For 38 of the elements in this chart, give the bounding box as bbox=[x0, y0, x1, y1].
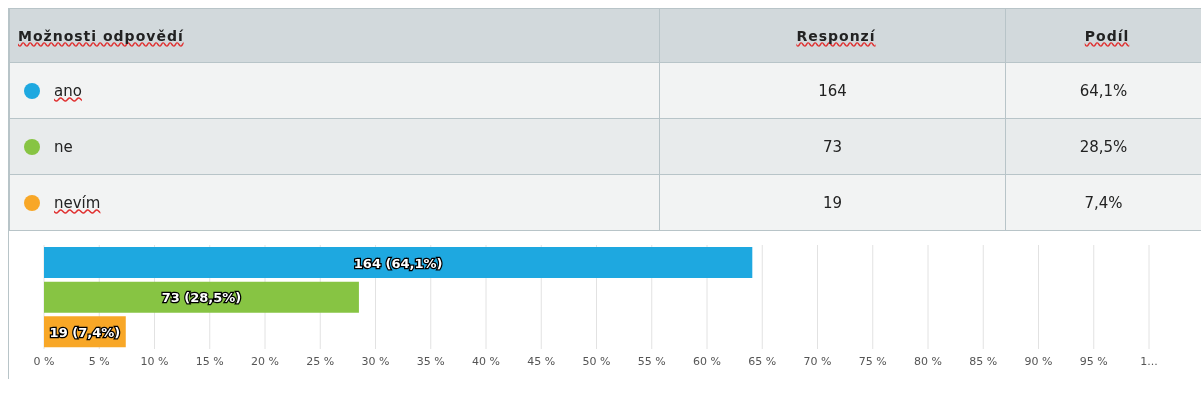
x-tick-label: 60 % bbox=[693, 354, 721, 368]
x-tick-label: 70 % bbox=[803, 354, 832, 368]
data-label: 164 (64,1%) bbox=[353, 255, 443, 271]
x-tick-label: 45 % bbox=[527, 354, 556, 368]
x-tick-label: 80 % bbox=[914, 354, 942, 368]
x-tick-label: 30 % bbox=[361, 354, 390, 368]
text: 73 bbox=[659, 118, 1006, 175]
x-tick-label: 65 % bbox=[748, 354, 777, 368]
text: 164 bbox=[659, 62, 1006, 119]
x-tick-label: 55 % bbox=[637, 354, 666, 368]
text: 7,4% bbox=[1005, 174, 1201, 231]
x-tick-label: 15 % bbox=[195, 354, 224, 368]
x-tick-label: 75 % bbox=[858, 354, 887, 368]
text: ano bbox=[54, 81, 82, 100]
x-tick-label: 90 % bbox=[1024, 354, 1053, 368]
x-tick-label: 5 % bbox=[88, 354, 110, 368]
data-label: 73 (28,5%) bbox=[161, 290, 242, 306]
text: Možnosti odpovědí bbox=[18, 27, 184, 44]
x-tick-label: 50 % bbox=[582, 354, 611, 368]
text: Podíl bbox=[1084, 27, 1130, 44]
x-tick-label: 35 % bbox=[416, 354, 445, 368]
bar bbox=[44, 281, 359, 313]
x-tick-label: 10 % bbox=[140, 354, 169, 368]
data-label: 19 (7,4%) bbox=[49, 324, 121, 340]
x-tick-label: 25 % bbox=[306, 354, 335, 368]
x-tick-label: 85 % bbox=[969, 354, 998, 368]
x-tick-label: 20 % bbox=[251, 354, 279, 368]
x-tick-label: 40 % bbox=[472, 354, 500, 368]
text: ne bbox=[54, 137, 73, 156]
x-tick-label: 1... bbox=[1140, 354, 1158, 368]
text: 19 bbox=[659, 174, 1006, 231]
text: 28,5% bbox=[1005, 118, 1201, 175]
text: Responzí bbox=[796, 27, 876, 44]
bar bbox=[44, 247, 753, 278]
text: nevím bbox=[54, 193, 101, 212]
x-tick-label: 95 % bbox=[1079, 354, 1108, 368]
text: 64,1% bbox=[1005, 62, 1201, 119]
x-tick-label: 0 % bbox=[33, 354, 55, 368]
